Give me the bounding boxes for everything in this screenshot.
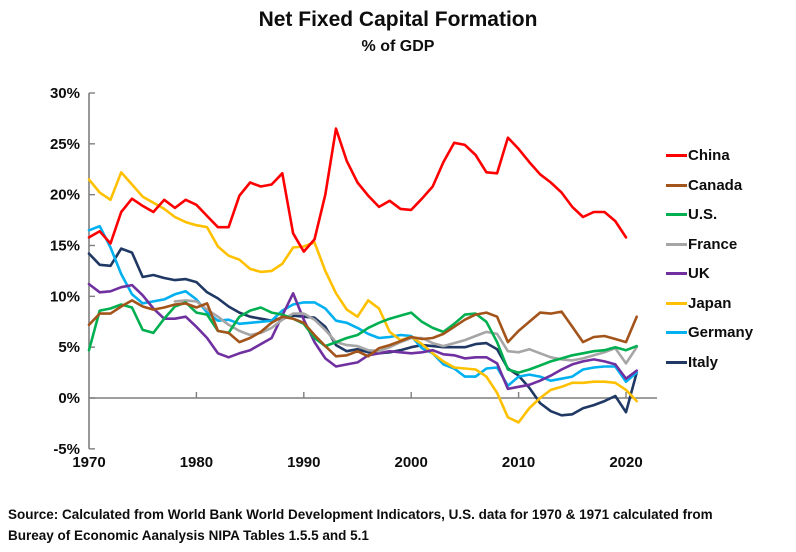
- legend-item-france: France: [666, 230, 753, 260]
- series-line-japan: [87, 171, 639, 424]
- legend-label-france: France: [688, 235, 738, 253]
- x-axis-label-1970: 1970: [72, 454, 105, 471]
- legend-label-uk: UK: [688, 265, 710, 283]
- legend-label-canada: Canada: [688, 176, 743, 194]
- legend-item-germany: Germany: [666, 318, 753, 348]
- legend-swatch-japan: [666, 301, 687, 305]
- legend-item-us: U.S.: [666, 200, 753, 230]
- series-line-canada: [87, 299, 639, 358]
- plot-area: 30% 25% 20% 15% 10% 5% 0% -5%1970 1980 1990 2000 20…: [50, 85, 657, 471]
- chart-title: Net Fixed Capital Formation: [258, 8, 538, 31]
- legend-swatch-germany: [666, 331, 687, 335]
- x-axis-label-2010: 2010: [502, 454, 535, 471]
- legend-swatch-us: [666, 213, 687, 217]
- x-axis-label-1980: 1980: [180, 454, 213, 471]
- y-axis-label-5%: 5%: [58, 339, 80, 356]
- y-axis-label-25%: 25%: [50, 136, 80, 153]
- legend-item-canada: Canada: [666, 171, 753, 201]
- series-line-uk: [87, 282, 639, 391]
- y-axis-label-20%: 20%: [50, 187, 80, 204]
- y-axis-label-30%: 30%: [50, 85, 80, 102]
- legend-swatch-canada: [666, 183, 687, 187]
- x-axis-label-1990: 1990: [287, 454, 320, 471]
- series-line-italy: [87, 247, 639, 417]
- x-axis-label-2000: 2000: [395, 454, 428, 471]
- y-axis-label--5%: -5%: [53, 441, 80, 458]
- x-axis-label-2020: 2020: [609, 454, 642, 471]
- legend: China Canada U.S. France UK Japan Germany Italy: [666, 141, 753, 377]
- legend-label-us: U.S.: [688, 206, 718, 224]
- legend-item-china: China: [666, 141, 753, 171]
- y-axis-label-15%: 15%: [50, 238, 80, 255]
- y-axis-label-0%: 0%: [58, 390, 80, 407]
- source-text: Source: Calculated from World Bank World…: [8, 504, 792, 546]
- legend-swatch-france: [666, 242, 687, 246]
- source-line-1: Source: Calculated from World Bank World…: [8, 507, 713, 522]
- y-axis-label-10%: 10%: [50, 288, 80, 305]
- chart-subtitle: % of GDP: [361, 38, 435, 55]
- legend-label-china: China: [688, 147, 730, 165]
- legend-item-uk: UK: [666, 259, 753, 289]
- legend-item-japan: Japan: [666, 289, 753, 319]
- source-line-2: Bureay of Economic Aanalysis NIPA Tables…: [8, 528, 369, 543]
- series-line-china: [87, 127, 628, 253]
- legend-label-italy: Italy: [688, 353, 719, 371]
- legend-label-germany: Germany: [688, 324, 754, 342]
- legend-swatch-italy: [666, 360, 687, 364]
- legend-swatch-uk: [666, 272, 687, 276]
- legend-item-italy: Italy: [666, 348, 753, 378]
- legend-swatch-china: [666, 154, 687, 158]
- legend-label-japan: Japan: [688, 294, 732, 312]
